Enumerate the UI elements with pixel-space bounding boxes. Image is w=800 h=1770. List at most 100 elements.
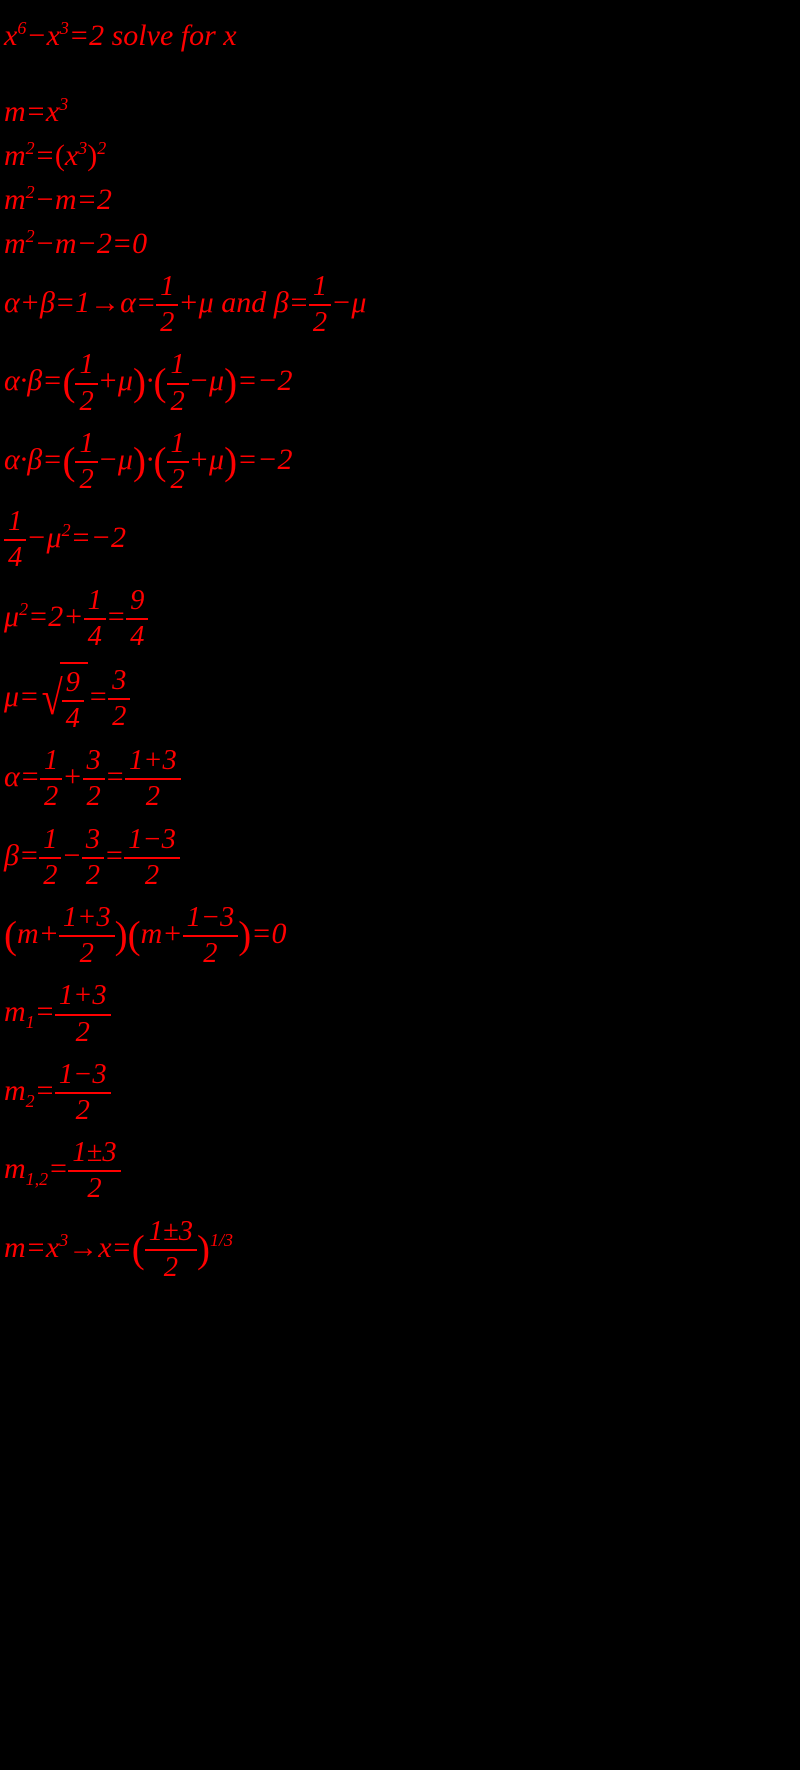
sqrt: √94 [39, 662, 88, 736]
text: = [88, 680, 108, 713]
paren: ) [133, 361, 146, 404]
sub: 1,2 [26, 1169, 49, 1189]
fraction: 1−32 [124, 823, 180, 893]
numerator: 1 [167, 348, 189, 384]
paren: )( [115, 914, 141, 957]
sup: 6 [17, 18, 26, 38]
equation-line-5: m2−m−2=0 [4, 226, 800, 262]
text: −m−2=0 [35, 227, 147, 260]
fraction: 1+32 [125, 744, 181, 814]
numerator: 1 [40, 744, 62, 780]
fraction: 1+32 [55, 979, 111, 1049]
fraction: 1−32 [55, 1058, 111, 1128]
text: − [61, 839, 81, 872]
text: m [4, 139, 26, 172]
denominator: 4 [4, 541, 26, 575]
equation-line-1: x6−x3=2 solve for x [4, 18, 800, 54]
text: = [104, 839, 124, 872]
denominator: 2 [167, 463, 189, 497]
fraction: 1−32 [183, 901, 239, 971]
denominator: 2 [156, 306, 178, 340]
text: =2+ [28, 600, 84, 633]
paren: ( [154, 361, 167, 404]
fraction: 1+32 [59, 901, 115, 971]
text: = [35, 995, 55, 1028]
denominator: 2 [75, 385, 97, 419]
denominator: 2 [125, 780, 181, 814]
text: = [106, 600, 126, 633]
text: m=x [4, 1231, 59, 1264]
text: −μ [98, 443, 133, 476]
equation-line-17: m1,2=1±32 [4, 1136, 800, 1206]
sup: 2 [97, 138, 106, 158]
sub: 1 [26, 1012, 35, 1032]
fraction: 12 [167, 427, 189, 497]
numerator: 1+3 [59, 901, 115, 937]
text: + [62, 760, 82, 793]
spacer [4, 62, 800, 86]
math-document: x6−x3=2 solve for x m=x3 m2=(x3)2 m2−m=2… [0, 0, 800, 1313]
denominator: 4 [62, 702, 84, 736]
numerator: 1−3 [55, 1058, 111, 1094]
sub: 2 [26, 1091, 35, 1111]
equation-line-11: μ=√94=32 [4, 662, 800, 736]
denominator: 2 [183, 937, 239, 971]
sup: 3 [59, 1230, 68, 1250]
sup: 3 [78, 138, 87, 158]
denominator: 4 [126, 620, 148, 654]
numerator: 1 [75, 348, 97, 384]
fraction: 12 [75, 348, 97, 418]
denominator: 2 [145, 1251, 197, 1285]
text: α= [4, 760, 40, 793]
equation-line-2: m=x3 [4, 94, 800, 130]
text: −μ [26, 521, 61, 554]
numerator: 1−3 [124, 823, 180, 859]
fraction: 32 [83, 744, 105, 814]
denominator: 2 [124, 859, 180, 893]
text: +μ and β= [178, 286, 309, 319]
sup: 3 [60, 18, 69, 38]
fraction: 14 [4, 505, 26, 575]
numerator: 1 [156, 270, 178, 306]
numerator: 1 [75, 427, 97, 463]
text: m+ [17, 917, 59, 950]
fraction: 12 [156, 270, 178, 340]
text: β= [4, 839, 39, 872]
text: m [4, 1152, 26, 1185]
numerator: 3 [83, 744, 105, 780]
numerator: 3 [108, 664, 130, 700]
text: =−2 [237, 364, 293, 397]
equation-line-13: β=12−32=1−32 [4, 823, 800, 893]
text: m [4, 995, 26, 1028]
denominator: 2 [55, 1016, 111, 1050]
denominator: 2 [40, 780, 62, 814]
equation-line-4: m2−m=2 [4, 182, 800, 218]
text: = [105, 760, 125, 793]
text: μ [4, 600, 19, 633]
denominator: 2 [108, 700, 130, 734]
sup: 2 [26, 182, 35, 202]
text: ∙ [146, 364, 154, 397]
text: α∙β= [4, 443, 62, 476]
denominator: 4 [84, 620, 106, 654]
paren: ( [154, 440, 167, 483]
denominator: 2 [309, 306, 331, 340]
text: +μ [189, 443, 224, 476]
paren: ( [4, 914, 17, 957]
denominator: 2 [59, 937, 115, 971]
numerator: 1 [4, 505, 26, 541]
equation-line-18: m=x3→x=(1±32)1/3 [4, 1215, 800, 1285]
text: =2 solve for x [69, 19, 237, 52]
numerator: 1−3 [183, 901, 239, 937]
text: α+β=1→α= [4, 286, 156, 319]
text: = [48, 1152, 68, 1185]
text: m+ [141, 917, 183, 950]
equation-line-3: m2=(x3)2 [4, 138, 800, 174]
numerator: 1 [309, 270, 331, 306]
text: m [4, 227, 26, 260]
text: =−2 [71, 521, 127, 554]
fraction: 12 [40, 744, 62, 814]
paren: ) [87, 139, 97, 172]
text: +μ [98, 364, 133, 397]
sup: 2 [26, 226, 35, 246]
